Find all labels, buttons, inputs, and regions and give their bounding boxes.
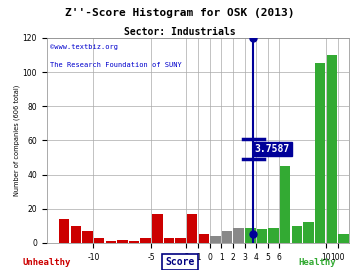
Bar (129, 241, 139, 243)
Text: Sector: Industrials: Sector: Industrials (124, 27, 236, 37)
Bar (140, 238, 151, 243)
Bar (303, 222, 314, 243)
Bar (338, 234, 348, 243)
Bar (280, 166, 291, 243)
Bar (268, 228, 279, 243)
Text: ©www.textbiz.org: ©www.textbiz.org (50, 44, 118, 50)
Bar (245, 228, 256, 243)
Bar (327, 55, 337, 243)
Bar (152, 214, 162, 243)
Bar (210, 236, 221, 243)
Bar (94, 238, 104, 243)
Bar (222, 231, 232, 243)
Bar (164, 238, 174, 243)
Bar (59, 219, 69, 243)
Bar (187, 214, 197, 243)
Y-axis label: Number of companies (606 total): Number of companies (606 total) (13, 85, 20, 196)
Bar (175, 238, 186, 243)
Bar (117, 239, 128, 243)
Bar (257, 229, 267, 243)
Text: Unhealthy: Unhealthy (23, 258, 71, 267)
Text: Z''-Score Histogram for OSK (2013): Z''-Score Histogram for OSK (2013) (65, 8, 295, 18)
Bar (71, 226, 81, 243)
Bar (82, 231, 93, 243)
Bar (315, 63, 325, 243)
Bar (234, 228, 244, 243)
Text: 3.7587: 3.7587 (255, 144, 290, 154)
Bar (199, 234, 209, 243)
Text: Score: Score (165, 257, 195, 267)
Text: Healthy: Healthy (298, 258, 336, 267)
Text: The Research Foundation of SUNY: The Research Foundation of SUNY (50, 62, 181, 68)
Bar (292, 226, 302, 243)
Bar (105, 241, 116, 243)
